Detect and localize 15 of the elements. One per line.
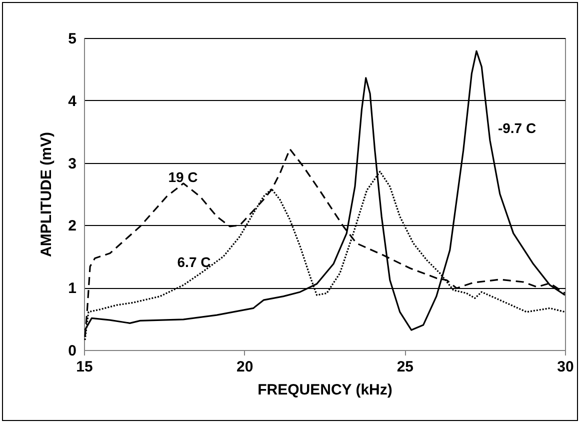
x-tick-label: 30 [557,358,574,376]
x-tick-label: 25 [396,358,414,376]
y-tick-label: 4 [68,92,78,110]
y-tick-label: 0 [68,342,76,360]
annotation: -9.7 C [498,120,536,136]
annotation: 6.7 C [177,254,211,270]
x-tick-label: 20 [236,358,254,376]
y-tick-label: 3 [68,155,76,172]
y-tick-label: 2 [68,218,76,235]
y-tick-label: 1 [68,280,76,298]
annotation: 19 C [168,169,198,185]
y-axis-title: AMPLITUDE (mV) [38,132,56,257]
y-tick-label: 5 [68,30,76,48]
x-axis-title: FREQUENCY (kHz) [258,382,392,398]
x-tick-label: 15 [76,358,93,376]
